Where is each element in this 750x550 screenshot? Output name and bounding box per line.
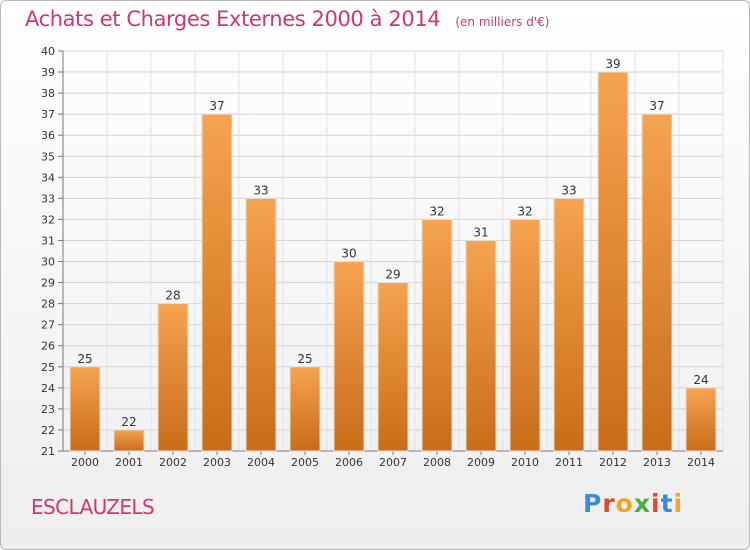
y-tick-label: 40: [41, 45, 55, 58]
y-tick-label: 26: [41, 340, 55, 353]
bars: [69, 71, 717, 452]
data-label: 25: [77, 352, 92, 366]
bar: [245, 197, 277, 452]
y-tick-label: 34: [41, 171, 55, 184]
data-label: 33: [253, 183, 268, 197]
x-tick-label: 2013: [643, 456, 671, 469]
y-tick-label: 33: [41, 192, 55, 205]
bar: [333, 261, 365, 452]
logo-letter: P: [583, 489, 603, 518]
y-tick-label: 28: [41, 298, 55, 311]
bar: [157, 303, 189, 452]
y-tick-label: 27: [41, 319, 55, 332]
x-tick-label: 2003: [203, 456, 231, 469]
proxiti-logo: Proxiti: [583, 489, 683, 518]
x-tick-label: 2002: [159, 456, 187, 469]
data-label: 33: [561, 183, 576, 197]
data-label: 22: [121, 415, 136, 429]
data-label: 37: [649, 99, 664, 113]
y-tick-label: 39: [41, 66, 55, 79]
x-tick-label: 2011: [555, 456, 583, 469]
data-label: 24: [693, 373, 708, 387]
y-tick-label: 38: [41, 87, 55, 100]
x-tick-label: 2012: [599, 456, 627, 469]
x-tick-label: 2010: [511, 456, 539, 469]
y-tick-label: 22: [41, 424, 55, 437]
y-tick-label: 25: [41, 361, 55, 374]
logo-letter: i: [651, 489, 661, 518]
y-tick-label: 30: [41, 256, 55, 269]
data-label: 32: [429, 204, 444, 218]
x-tick-label: 2006: [335, 456, 363, 469]
y-tick-label: 23: [41, 403, 55, 416]
x-tick-label: 2000: [71, 456, 99, 469]
data-label: 32: [517, 204, 532, 218]
bar: [641, 113, 673, 452]
data-label: 39: [605, 57, 620, 71]
bar: [421, 218, 453, 452]
bar: [377, 282, 409, 452]
logo-letter: o: [615, 489, 634, 518]
data-label: 28: [165, 289, 180, 303]
logo-letter: i: [673, 489, 684, 518]
data-label: 29: [385, 268, 400, 282]
chart-title: Achats et Charges Externes 2000 à 2014: [25, 7, 441, 31]
data-label: 30: [341, 247, 356, 261]
y-tick-label: 29: [41, 277, 55, 290]
x-tick-label: 2009: [467, 456, 495, 469]
logo-letter: t: [660, 489, 674, 518]
y-tick-label: 36: [41, 129, 55, 142]
x-tick-label: 2007: [379, 456, 407, 469]
data-label: 25: [297, 352, 312, 366]
bar: [113, 429, 145, 452]
logo-letter: x: [633, 489, 651, 518]
x-tick-label: 2005: [291, 456, 319, 469]
chart-header: Achats et Charges Externes 2000 à 2014 (…: [25, 7, 549, 31]
bar: [553, 197, 585, 452]
bar: [465, 239, 497, 452]
y-tick-label: 35: [41, 150, 55, 163]
y-tick-label: 31: [41, 234, 55, 247]
bar: [201, 113, 233, 452]
chart-unit: (en milliers d'€): [455, 15, 550, 29]
x-tick-label: 2001: [115, 456, 143, 469]
bar: [69, 366, 101, 452]
y-tick-label: 24: [41, 382, 55, 395]
x-tick-label: 2014: [687, 456, 715, 469]
place-name: ESCLAUZELS: [31, 495, 155, 519]
data-label: 31: [473, 225, 488, 239]
x-tick-label: 2004: [247, 456, 275, 469]
bar: [685, 387, 717, 452]
y-tick-label: 32: [41, 213, 55, 226]
labels: 21 22 23 24 25 26 27 28 29 30 31 32 33 34 35 36 37 38 39 40…: [41, 45, 715, 469]
y-tick-label: 37: [41, 108, 55, 121]
data-label: 37: [209, 99, 224, 113]
y-tick-label: 21: [41, 445, 55, 458]
bar: [289, 366, 321, 452]
bar: [597, 71, 629, 452]
bar: [509, 218, 541, 452]
logo-letter: r: [602, 489, 616, 518]
x-tick-label: 2008: [423, 456, 451, 469]
